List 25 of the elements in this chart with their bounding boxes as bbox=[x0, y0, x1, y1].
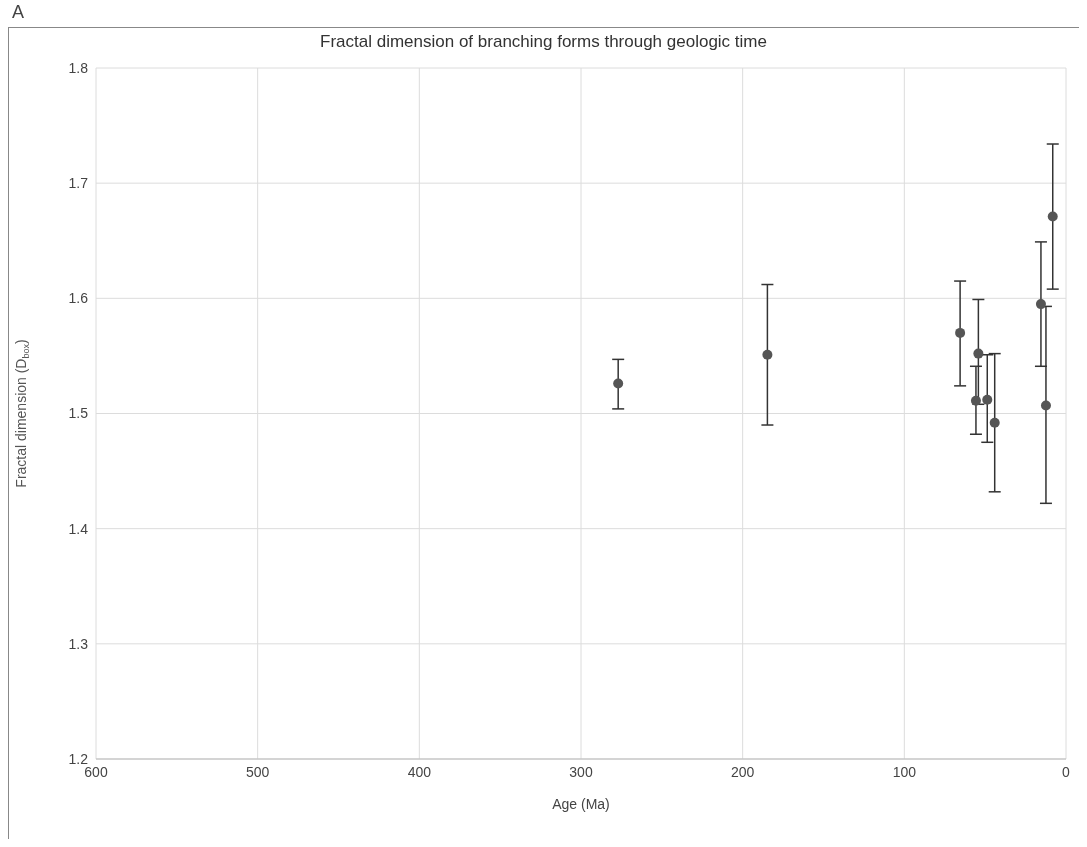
x-tick-label: 0 bbox=[1062, 763, 1071, 780]
y-tick-label: 1.5 bbox=[68, 405, 89, 422]
point bbox=[1035, 299, 1046, 310]
point bbox=[762, 349, 773, 360]
x-tick-label: 400 bbox=[407, 763, 432, 780]
point bbox=[955, 327, 966, 338]
y-tick-label: 1.7 bbox=[68, 175, 89, 192]
y-tick-label: 1.3 bbox=[68, 635, 89, 652]
y-tick-label: 1.8 bbox=[68, 59, 89, 76]
y-tick-label: 1.4 bbox=[68, 520, 89, 537]
x-tick-label: 300 bbox=[569, 763, 593, 780]
point bbox=[613, 378, 624, 389]
point bbox=[989, 417, 1000, 428]
point bbox=[982, 394, 993, 405]
x-tick-label: 200 bbox=[730, 763, 755, 780]
text: A bbox=[12, 2, 25, 22]
point bbox=[1047, 211, 1058, 222]
y-tick-label: 1.6 bbox=[68, 290, 89, 307]
x-tick-label: 500 bbox=[245, 763, 270, 780]
x-tick-label: 100 bbox=[892, 763, 917, 780]
point bbox=[970, 395, 981, 406]
point bbox=[1040, 400, 1051, 411]
point bbox=[973, 348, 984, 359]
x-axis-title: Age (Ma) bbox=[552, 796, 610, 812]
chart-title: Fractal dimension of branching forms through geologic time bbox=[319, 32, 768, 52]
